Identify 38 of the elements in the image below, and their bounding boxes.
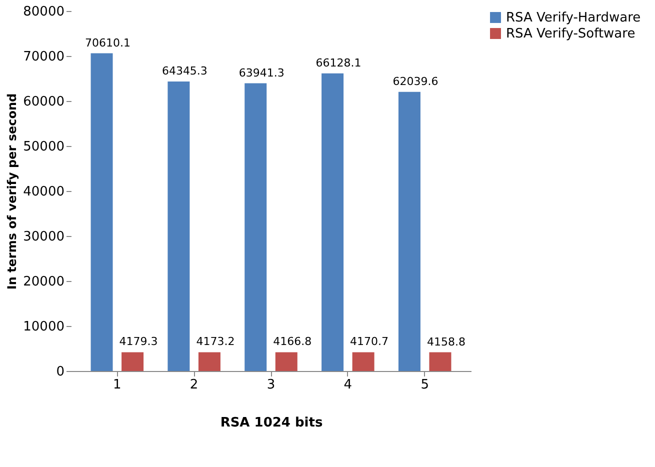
y-tick-label: 60000 (23, 94, 64, 110)
legend-label: RSA Verify-Software (506, 26, 636, 42)
y-tick-label: 0 (56, 364, 64, 380)
bar (352, 352, 374, 371)
data-label: 62039.6 (392, 74, 438, 88)
x-tick-label: 3 (266, 378, 276, 392)
x-tick-label: 4 (344, 378, 352, 392)
y-tick-label: 20000 (23, 274, 64, 290)
y-axis-title: In terms of verify per second (5, 93, 20, 290)
y-tick-label: 30000 (23, 230, 64, 244)
bar (198, 352, 220, 371)
y-tick-label: 70000 (23, 50, 64, 64)
bar (275, 352, 298, 371)
x-axis-title: RSA 1024 bits (220, 416, 323, 430)
bar (322, 73, 344, 371)
bar (90, 53, 113, 371)
bar (429, 352, 452, 371)
data-label: 64345.3 (162, 64, 208, 78)
x-tick-label: 2 (190, 378, 198, 392)
data-label: 4173.2 (196, 335, 235, 348)
y-tick-label: 80000 (23, 4, 64, 20)
data-label: 4158.8 (426, 335, 466, 348)
x-tick-label: 1 (113, 378, 122, 392)
legend-label: RSA Verify-Hardware (506, 10, 641, 26)
data-label: 4170.7 (350, 335, 389, 348)
data-label: 4179.3 (119, 335, 158, 348)
y-tick-label: 10000 (23, 320, 64, 334)
bar (398, 92, 420, 371)
data-label: 70610.1 (85, 36, 131, 50)
bar (244, 83, 267, 371)
data-label: 4166.8 (273, 335, 312, 348)
y-tick-label: 50000 (23, 140, 64, 154)
data-label: 66128.1 (316, 56, 362, 70)
data-label: 63941.3 (238, 66, 284, 80)
x-tick-label: 5 (420, 378, 429, 392)
bar (122, 352, 144, 371)
y-tick-label: 40000 (23, 184, 64, 200)
bar (168, 81, 190, 371)
